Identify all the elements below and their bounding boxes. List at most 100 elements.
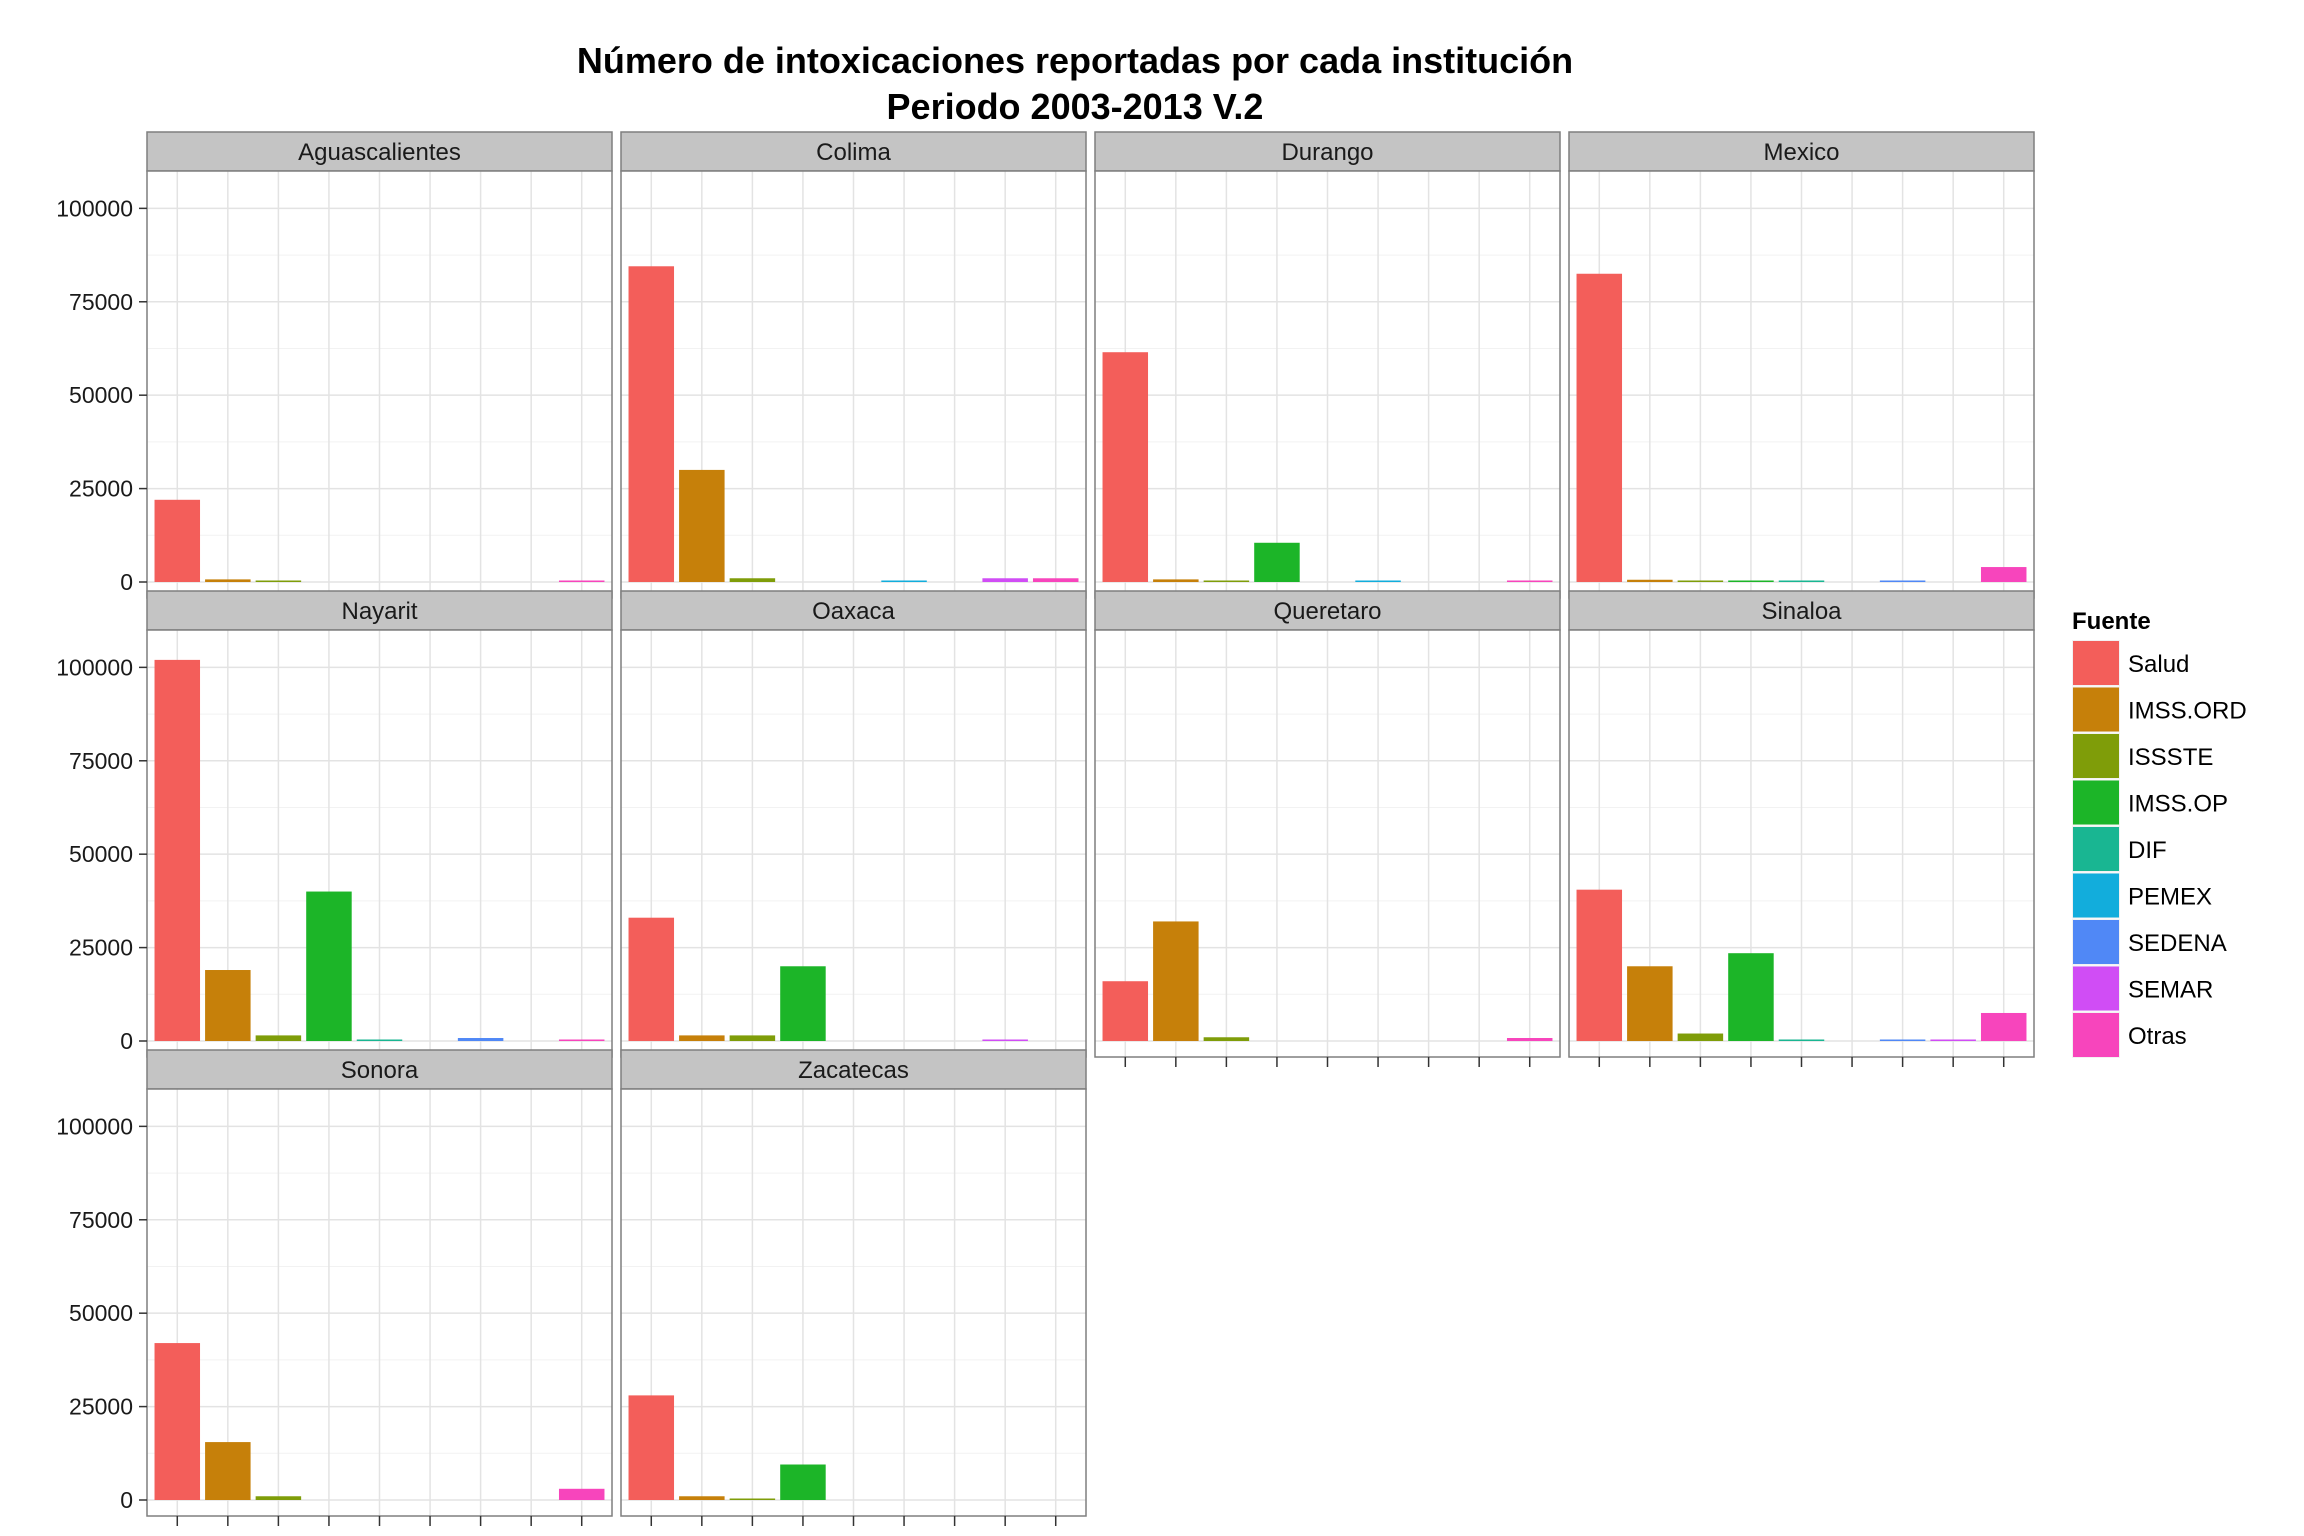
- bar-colima-issste: [729, 578, 776, 582]
- bar-sinaloa-salud: [1576, 889, 1623, 1041]
- bar-oaxaca-issste: [729, 1035, 776, 1041]
- bar-nayarit-salud: [154, 659, 201, 1041]
- bar-mexico-dif: [1778, 580, 1825, 582]
- legend-title: Fuente: [2072, 608, 2151, 635]
- bar-aguascalientes-otras: [558, 580, 605, 582]
- bar-queretaro-salud: [1102, 981, 1149, 1041]
- legend-item-semar: SEMAR: [2072, 965, 2213, 1012]
- bar-sonora-salud: [154, 1343, 201, 1500]
- bar-sonora-otras: [558, 1488, 605, 1500]
- legend-label: DIF: [2128, 837, 2167, 864]
- legend-item-otras: Otras: [2072, 1012, 2187, 1058]
- y-tick-label: 25000: [69, 476, 133, 502]
- bar-sinaloa-imss-ord: [1627, 966, 1673, 1041]
- legend-label: Salud: [2128, 651, 2189, 678]
- legend-swatch: [2073, 687, 2119, 732]
- facet-label: Oaxaca: [812, 598, 895, 625]
- bar-aguascalientes-issste: [255, 580, 302, 582]
- bar-sinaloa-sedena: [1879, 1039, 1926, 1041]
- legend: Fuente Salud IMSS.ORD ISSSTE IMSS.OP DIF PEMEX…: [2072, 608, 2247, 1058]
- bar-sinaloa-semar: [1930, 1039, 1976, 1041]
- y-tick-label: 50000: [69, 1300, 133, 1326]
- bar-nayarit-otras: [558, 1039, 605, 1041]
- y-tick-label: 75000: [69, 289, 133, 315]
- bar-aguascalientes-salud: [154, 499, 201, 582]
- legend-item-dif: DIF: [2072, 826, 2167, 872]
- y-tick-label: 25000: [69, 935, 133, 961]
- bar-durango-imss-op: [1254, 542, 1300, 582]
- panel-durango: Durango: [1094, 131, 1561, 599]
- bar-mexico-issste: [1677, 580, 1724, 582]
- legend-item-sedena: SEDENA: [2072, 919, 2227, 965]
- bar-zacatecas-salud: [628, 1395, 675, 1500]
- legend-swatch: [2073, 1013, 2119, 1057]
- facet-strip: [1568, 131, 2035, 172]
- bar-colima-otras: [1032, 578, 1079, 582]
- bar-oaxaca-salud: [628, 917, 675, 1041]
- y-tick-label: 75000: [69, 1207, 133, 1233]
- facet-label: Sonora: [341, 1057, 419, 1084]
- panel-colima: Colima: [620, 131, 1087, 599]
- facet-label: Sinaloa: [1761, 598, 1842, 625]
- facet-strip: [146, 590, 613, 631]
- panel-nayarit: Nayarit 0 25000 50000 75000 100000: [56, 590, 613, 1058]
- legend-item-issste: ISSSTE: [2072, 733, 2213, 779]
- y-tick-label: 0: [120, 1028, 133, 1054]
- panel-mexico: Mexico: [1568, 131, 2035, 599]
- y-tick-label: 0: [120, 569, 133, 595]
- bar-sinaloa-imss-op: [1728, 953, 1774, 1041]
- legend-item-salud: Salud: [2072, 640, 2189, 686]
- bar-nayarit-imss-ord: [205, 970, 251, 1041]
- facet-strip: [620, 1049, 1087, 1090]
- legend-item-pemex: PEMEX: [2072, 872, 2212, 919]
- legend-label: SEMAR: [2128, 977, 2213, 1004]
- bar-oaxaca-imss-op: [780, 966, 826, 1041]
- y-tick-label: 100000: [56, 654, 133, 680]
- legend-label: ISSSTE: [2128, 744, 2213, 771]
- bar-queretaro-otras: [1506, 1038, 1553, 1041]
- bar-oaxaca-semar: [982, 1039, 1028, 1041]
- facet-label: Aguascalientes: [298, 139, 461, 166]
- legend-swatch: [2073, 920, 2119, 964]
- chart-title-block: Número de intoxicaciones reportadas por …: [0, 38, 2150, 130]
- bar-zacatecas-issste: [729, 1498, 776, 1500]
- panel-zacatecas: Zacatecas: [620, 1049, 1087, 1526]
- y-tick-label: 0: [120, 1487, 133, 1513]
- legend-label: IMSS.OP: [2128, 791, 2228, 818]
- bar-colima-salud: [628, 266, 675, 582]
- bar-colima-semar: [982, 578, 1028, 582]
- bar-mexico-imss-ord: [1627, 579, 1673, 582]
- bar-queretaro-imss-ord: [1153, 921, 1199, 1041]
- facet-strip: [620, 590, 1087, 631]
- legend-swatch: [2073, 827, 2119, 871]
- bar-mexico-sedena: [1879, 580, 1926, 582]
- bar-durango-imss-ord: [1153, 579, 1199, 582]
- bar-mexico-otras: [1980, 567, 2027, 582]
- legend-swatch: [2073, 734, 2119, 778]
- bar-sinaloa-dif: [1778, 1039, 1825, 1041]
- legend-swatch: [2073, 966, 2119, 1011]
- facet-strip: [146, 1049, 613, 1090]
- legend-item-imss-ord: IMSS.ORD: [2072, 686, 2247, 733]
- facet-label: Colima: [816, 139, 891, 166]
- facet-label: Queretaro: [1273, 598, 1381, 625]
- bar-sonora-imss-ord: [205, 1442, 251, 1500]
- bar-nayarit-imss-op: [306, 891, 352, 1041]
- chart-subtitle: Periodo 2003-2013 V.2: [886, 86, 1264, 127]
- panel-queretaro: Queretaro: [1094, 590, 1561, 1067]
- facet-strip: [1568, 590, 2035, 631]
- bar-aguascalientes-imss-ord: [205, 579, 251, 582]
- legend-label: IMSS.ORD: [2128, 698, 2247, 725]
- bar-nayarit-issste: [255, 1035, 302, 1041]
- facet-label: Mexico: [1763, 139, 1839, 166]
- bar-sonora-issste: [255, 1496, 302, 1500]
- facet-label: Zacatecas: [798, 1057, 909, 1084]
- panel-sonora: Sonora 0 25000 50000 75000 100000: [56, 1049, 613, 1526]
- bar-mexico-imss-op: [1728, 580, 1774, 582]
- bar-zacatecas-imss-ord: [679, 1496, 725, 1500]
- facet-label: Nayarit: [341, 598, 417, 625]
- y-tick-label: 100000: [56, 1113, 133, 1139]
- panel-oaxaca: Oaxaca: [620, 590, 1087, 1058]
- bar-oaxaca-imss-ord: [679, 1035, 725, 1041]
- facet-strip: [1094, 131, 1561, 172]
